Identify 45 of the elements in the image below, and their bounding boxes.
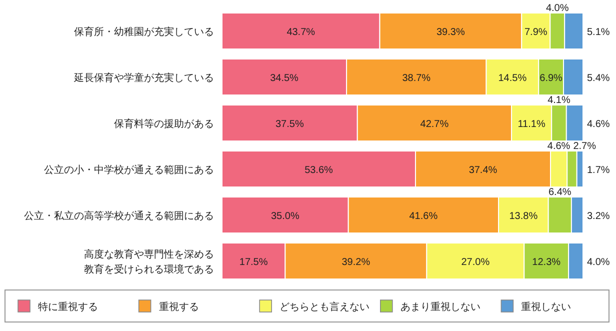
legend-item: 特に重視する xyxy=(18,300,98,313)
data-label: 35.0% xyxy=(270,211,300,222)
data-label: 5.1% xyxy=(587,27,610,38)
data-label: 17.5% xyxy=(239,257,268,268)
data-label: 7.9% xyxy=(524,27,548,38)
data-label: 37.5% xyxy=(276,119,304,130)
data-label: 1.7% xyxy=(587,165,610,176)
data-label: 6.4% xyxy=(548,187,572,198)
data-label: 4.0% xyxy=(546,3,569,14)
legend-label: 特に重視する xyxy=(38,301,98,313)
y-tick-label: 保育料等の援助がある xyxy=(114,118,214,130)
data-label: 14.5% xyxy=(498,73,527,84)
data-label: 5.4% xyxy=(587,73,610,84)
data-label: 38.7% xyxy=(402,73,431,84)
legend-item: 重視する xyxy=(138,300,199,313)
legend-item: どちらとも言えない xyxy=(259,300,370,313)
data-label: 4.6% xyxy=(547,141,570,152)
legend-label: どちらとも言えない xyxy=(280,301,370,313)
data-label: 41.6% xyxy=(409,211,438,222)
data-label: 13.8% xyxy=(509,211,538,222)
data-label: 6.9% xyxy=(540,73,563,84)
data-label: 27.0% xyxy=(461,257,490,268)
data-label: 34.5% xyxy=(270,73,299,84)
legend-item: あまり重視しない xyxy=(380,300,480,313)
y-tick-label: 保育所・幼稚園が充実している xyxy=(74,26,214,38)
data-label: 3.2% xyxy=(587,211,610,222)
y-tick-label: 公立・私立の高等学校が通える範囲にある xyxy=(24,210,214,222)
legend-item: 重視しない xyxy=(500,300,572,313)
data-label: 43.7% xyxy=(286,27,316,38)
data-label: 53.6% xyxy=(304,165,334,176)
data-label: 4.0% xyxy=(587,257,610,268)
data-label: 37.4% xyxy=(468,165,498,176)
y-tick-label: 公立の小・中学校が通える範囲にある xyxy=(44,164,214,176)
data-label: 2.7% xyxy=(573,141,596,152)
legend-label: 重視しない xyxy=(521,301,572,313)
y-tick-label: 延長保育や学童が充実している xyxy=(73,72,214,84)
data-label: 4.6% xyxy=(587,119,610,130)
data-label: 4.1% xyxy=(548,95,570,106)
data-label: 11.1% xyxy=(518,119,546,130)
data-label: 39.2% xyxy=(342,257,370,268)
data-label: 42.7% xyxy=(420,119,449,130)
y-tick-label: 高度な教育や専門性を深める教育を受けられる環境である xyxy=(84,248,214,276)
data-label: 39.3% xyxy=(436,27,465,38)
legend-label: あまり重視しない xyxy=(400,301,480,313)
data-label: 12.3% xyxy=(532,257,561,268)
